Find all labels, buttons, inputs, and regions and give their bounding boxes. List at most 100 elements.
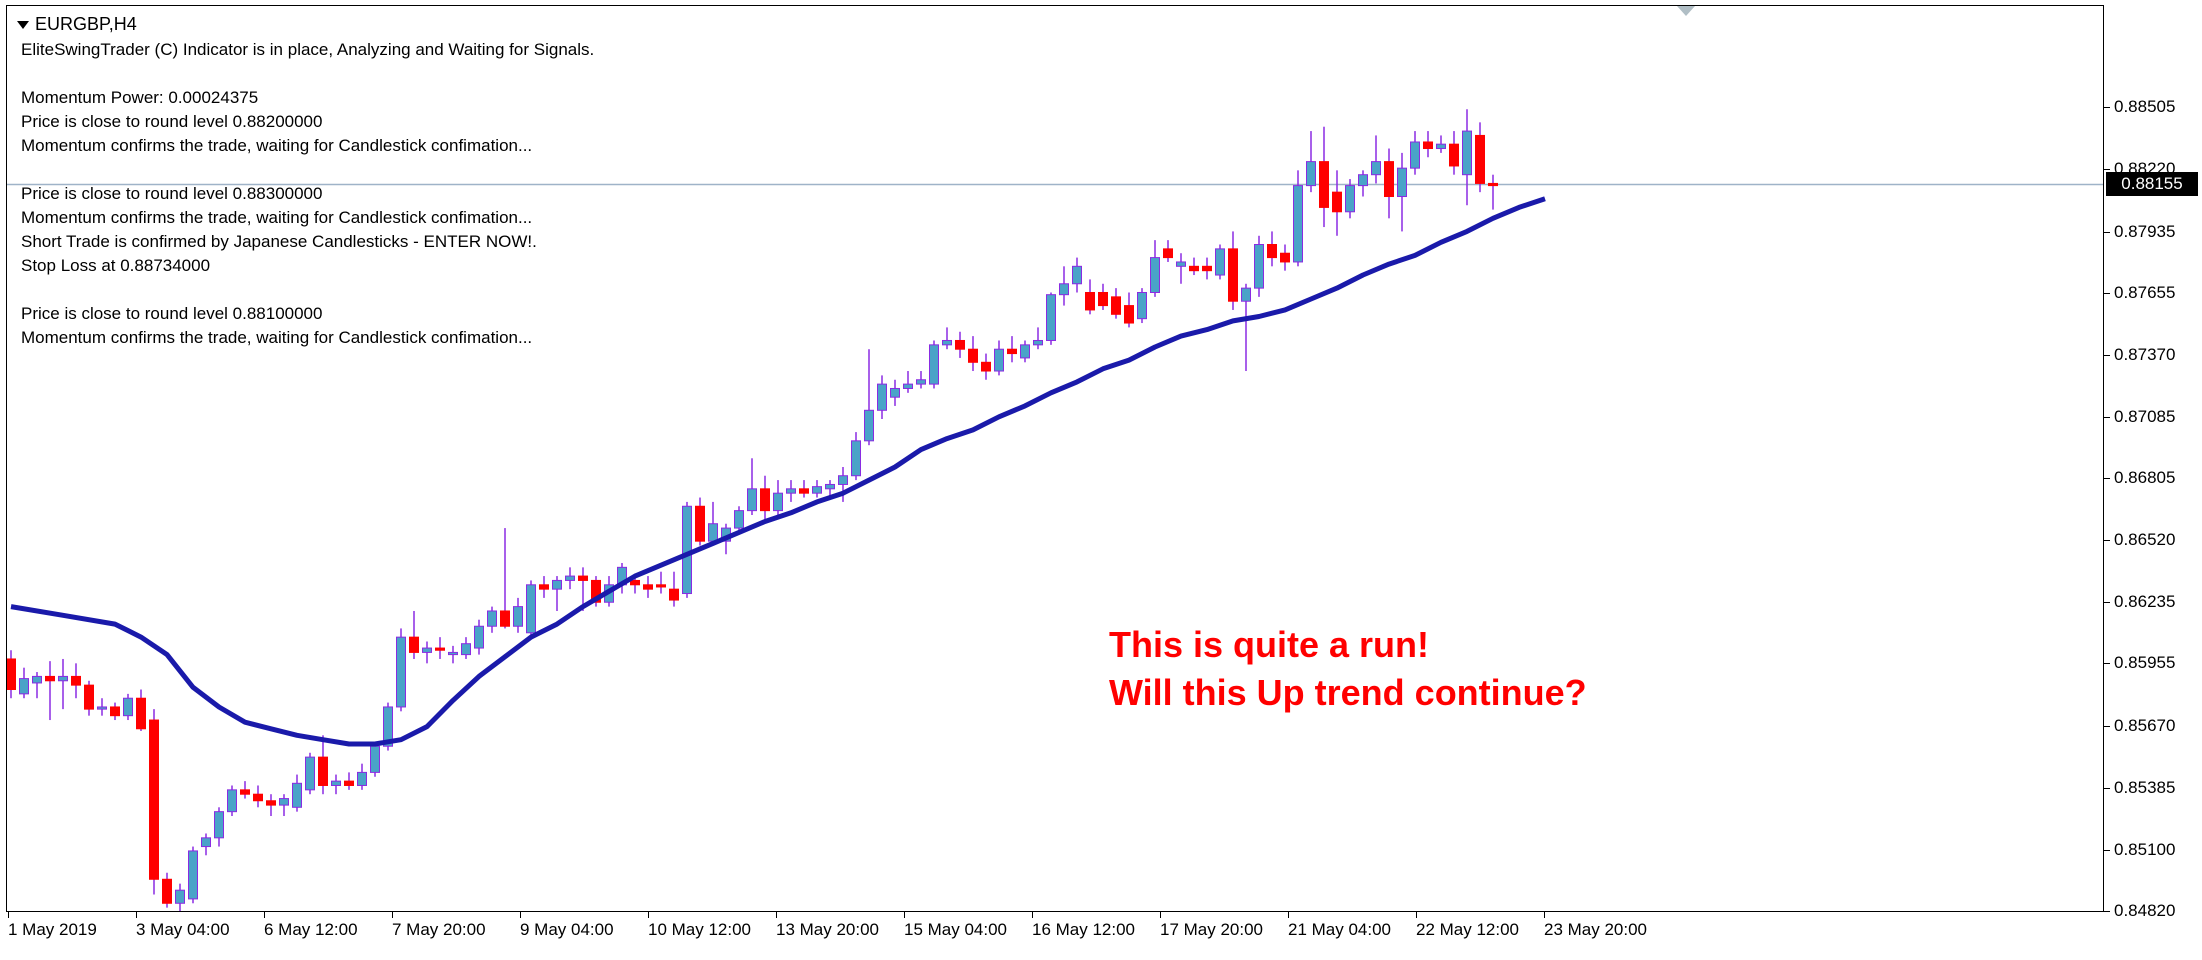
info-line: Stop Loss at 0.88734000 [21, 256, 211, 275]
candle-body [1267, 244, 1277, 259]
candle-body [1241, 287, 1251, 302]
time-tick-mark [520, 912, 521, 918]
annotation-line-2: Will this Up trend continue? [1109, 672, 1587, 713]
candle-body [214, 811, 224, 839]
candle-body [526, 584, 536, 634]
candle-body [591, 579, 601, 603]
candle-body [474, 625, 484, 649]
time-axis[interactable]: 1 May 2019 3 May 04:00 6 May 12:00 7 May 20… [6, 912, 2104, 960]
candle-body [1059, 283, 1069, 296]
price-tick-mark [2104, 416, 2110, 418]
collapse-triangle-icon[interactable] [17, 20, 29, 29]
candle-body [448, 651, 458, 656]
candle-body [1332, 191, 1342, 213]
time-tick-mark [776, 912, 777, 918]
candle-body [1150, 257, 1160, 293]
time-tick-mark [1032, 912, 1033, 918]
candle-body [968, 348, 978, 363]
candle-body [357, 771, 367, 786]
candle-body [1124, 305, 1134, 324]
candle-body [279, 798, 289, 806]
candle-body [513, 606, 523, 627]
chart-shift-marker-icon[interactable] [1677, 6, 1695, 16]
candle-body [955, 339, 965, 350]
candle-body [136, 697, 146, 730]
candle-body [994, 348, 1004, 372]
time-tick-mark [1288, 912, 1289, 918]
price-tick-mark [2104, 354, 2110, 356]
candle-body [1410, 141, 1420, 169]
price-tick-mark [2104, 231, 2110, 233]
current-price-label: 0.88155 [2106, 171, 2198, 196]
price-axis[interactable]: 0.88505 0.88220 0.87935 0.87655 0.87370 0.870… [2104, 5, 2202, 920]
candle-body [227, 789, 237, 813]
candle-body [578, 575, 588, 581]
time-tick-label: 3 May 04:00 [136, 920, 230, 939]
price-tick-mark [2104, 169, 2110, 171]
candle-body [97, 706, 107, 710]
time-tick-label: 7 May 20:00 [392, 920, 486, 939]
time-tick-label: 21 May 04:00 [1288, 920, 1392, 939]
candle-body [682, 505, 692, 595]
candle-body [1085, 291, 1095, 311]
candle-body [565, 575, 575, 581]
price-tick-label: 0.87370 [2114, 344, 2176, 364]
time-tick-label: 13 May 20:00 [776, 920, 880, 939]
candle-body [825, 483, 835, 490]
candle-body [734, 510, 744, 529]
price-tick-mark [2104, 292, 2110, 294]
candle-body [318, 756, 328, 786]
candle-body [149, 719, 159, 880]
candle-body [851, 440, 861, 477]
price-tick-mark [2104, 849, 2110, 851]
candle-body [903, 383, 913, 389]
candle-body [929, 344, 939, 385]
time-tick-label: 1 May 2019 [8, 920, 97, 939]
time-tick-mark [904, 912, 905, 918]
price-tick-label: 0.85955 [2114, 653, 2176, 673]
candle-body [487, 610, 497, 627]
time-tick-mark [648, 912, 649, 918]
time-tick-mark [1416, 912, 1417, 918]
candle-body [1163, 248, 1173, 259]
candle-body [396, 636, 406, 708]
candle-body [1475, 134, 1485, 184]
candle-body [1436, 143, 1446, 150]
candle-body [188, 850, 198, 900]
time-tick-mark [136, 912, 137, 918]
candle-body [552, 579, 562, 590]
info-line: EliteSwingTrader (C) Indicator is in pla… [21, 40, 595, 59]
candle-body [1189, 265, 1199, 272]
candle-body [747, 488, 757, 512]
info-line: Momentum confirms the trade, waiting for… [21, 136, 533, 155]
candle-body [1254, 244, 1264, 289]
annotation-line-1: This is quite a run! [1109, 624, 1430, 665]
chart-plot-area[interactable]: EURGBP,H4 EliteSwingTrader (C) Indicator… [6, 5, 2104, 912]
candlestick-chart[interactable] [7, 6, 2103, 911]
candle-body [370, 745, 380, 773]
candle-body [266, 800, 276, 806]
price-tick-label: 0.85100 [2114, 839, 2176, 859]
candle-body [409, 636, 419, 653]
candle-body [539, 584, 549, 590]
time-tick-label: 15 May 04:00 [904, 920, 1008, 939]
candle-body [1020, 344, 1030, 359]
symbol-header[interactable]: EURGBP,H4 [17, 14, 137, 35]
candle-body [1423, 141, 1433, 150]
candle-body [7, 658, 16, 691]
candle-body [162, 878, 172, 904]
candle-body [1384, 161, 1394, 198]
price-tick-label: 0.87935 [2114, 221, 2176, 241]
candle-body [799, 488, 809, 494]
time-tick-label: 10 May 12:00 [648, 920, 752, 939]
time-tick-label: 17 May 20:00 [1160, 920, 1264, 939]
candle-body [786, 488, 796, 494]
price-tick-label: 0.87655 [2114, 282, 2176, 302]
candle-body [1007, 348, 1017, 355]
price-tick-label: 0.87085 [2114, 406, 2176, 426]
time-tick-label: 16 May 12:00 [1032, 920, 1136, 939]
candle-body [500, 610, 510, 627]
price-tick-mark [2104, 602, 2110, 604]
candle-body [942, 339, 952, 346]
time-tick-label: 6 May 12:00 [264, 920, 358, 939]
